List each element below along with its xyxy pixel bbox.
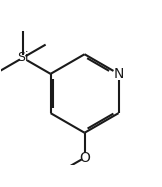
Text: Si: Si — [17, 51, 29, 64]
Text: N: N — [113, 67, 124, 81]
Text: O: O — [79, 151, 90, 165]
